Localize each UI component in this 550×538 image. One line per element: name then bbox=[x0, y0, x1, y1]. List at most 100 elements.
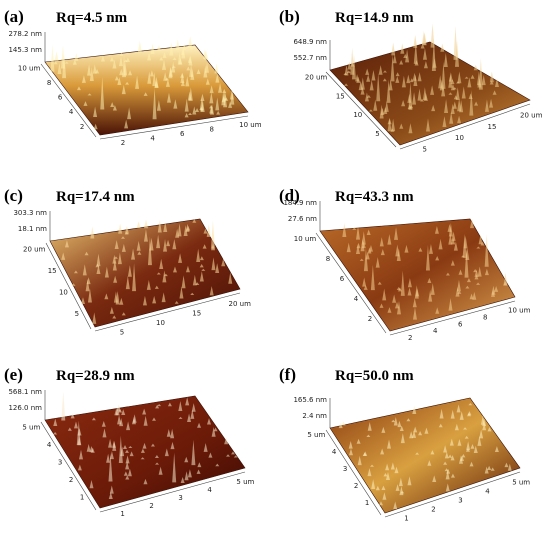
surface-feature bbox=[473, 64, 478, 71]
surface-feature bbox=[487, 427, 492, 432]
surface-feature bbox=[457, 98, 462, 112]
surface-feature bbox=[184, 471, 189, 481]
surface-feature bbox=[140, 457, 145, 460]
surface-feature bbox=[478, 234, 483, 245]
surface-feature bbox=[177, 51, 182, 65]
surface-feature bbox=[163, 239, 168, 252]
axis-tick-label: 8 bbox=[483, 314, 487, 322]
surface-feature bbox=[399, 425, 404, 431]
surface-feature bbox=[461, 454, 466, 458]
axis-line bbox=[99, 471, 246, 513]
surface-feature bbox=[228, 101, 233, 108]
surface-feature bbox=[228, 272, 233, 284]
surface-feature bbox=[81, 297, 86, 304]
surface-feature bbox=[391, 118, 396, 132]
surface-feature bbox=[117, 414, 122, 425]
surface-feature bbox=[408, 82, 413, 110]
surface-feature bbox=[211, 243, 216, 251]
surface-feature bbox=[125, 275, 130, 290]
surface-feature bbox=[171, 61, 176, 73]
surface-feature bbox=[379, 303, 384, 308]
axis-tick-label: 10 um bbox=[18, 64, 41, 72]
surface-feature bbox=[449, 111, 454, 124]
surface-feature bbox=[477, 435, 482, 446]
surface-feature bbox=[503, 281, 508, 286]
surface-feature bbox=[146, 280, 151, 290]
surface-feature bbox=[366, 434, 371, 437]
surface-feature bbox=[50, 44, 55, 72]
surface-feature bbox=[422, 47, 427, 60]
surface-feature bbox=[393, 501, 398, 510]
panel-label: (e) bbox=[4, 365, 23, 384]
surface-feature bbox=[102, 428, 107, 438]
surface-feature bbox=[399, 60, 404, 65]
surface-feature bbox=[385, 471, 390, 481]
surface-feature bbox=[184, 113, 189, 118]
surface-feature bbox=[479, 429, 484, 439]
surface-feature bbox=[379, 104, 384, 119]
surface-feature bbox=[77, 428, 82, 436]
surface-feature bbox=[197, 462, 202, 468]
surface-feature bbox=[196, 248, 201, 262]
surface-feature bbox=[170, 428, 175, 439]
axis-tick-label: 2 bbox=[80, 123, 84, 131]
surface-feature bbox=[379, 237, 384, 247]
surface-feature bbox=[381, 485, 386, 491]
surface-feature bbox=[84, 251, 89, 256]
axis-tick-label: 1 bbox=[404, 515, 408, 523]
axis-tick-label: 10 um bbox=[294, 235, 317, 243]
surface-feature bbox=[71, 283, 76, 286]
surface-feature bbox=[448, 297, 453, 311]
surface-feature bbox=[376, 73, 381, 102]
surface-feature bbox=[492, 90, 497, 95]
axis-tick-label: 1 bbox=[80, 494, 84, 502]
surface-feature bbox=[86, 443, 91, 452]
surface-feature bbox=[463, 427, 468, 430]
surface-feature bbox=[390, 54, 395, 82]
panel-label: (d) bbox=[279, 186, 300, 205]
surface-feature bbox=[132, 263, 137, 292]
surface-feature bbox=[450, 473, 455, 478]
surface-feature bbox=[162, 270, 167, 283]
surface-feature bbox=[422, 32, 427, 46]
surface-feature bbox=[466, 441, 471, 451]
surface-feature bbox=[435, 307, 440, 314]
surface-feature bbox=[209, 85, 214, 94]
surface-feature bbox=[351, 54, 356, 80]
surface-feature bbox=[387, 439, 392, 449]
surface-feature bbox=[166, 239, 171, 247]
surface-feature bbox=[412, 307, 417, 320]
surface-feature bbox=[203, 442, 208, 452]
surface-feature bbox=[73, 270, 78, 274]
surface-feature bbox=[378, 65, 383, 75]
surface-feature bbox=[464, 246, 469, 278]
surface-feature bbox=[356, 438, 361, 444]
surface-feature bbox=[396, 247, 401, 262]
surface-feature bbox=[221, 258, 226, 267]
surface-feature bbox=[190, 68, 195, 80]
surface-feature bbox=[484, 268, 489, 276]
surface-feature bbox=[463, 235, 468, 249]
surface-feature bbox=[122, 55, 127, 78]
surface-feature bbox=[152, 87, 157, 120]
surface-feature bbox=[143, 228, 148, 242]
surface-feature bbox=[412, 92, 417, 105]
surface-feature bbox=[78, 449, 83, 460]
surface-feature bbox=[380, 249, 385, 256]
surface-feature bbox=[395, 76, 400, 83]
surface-feature bbox=[470, 74, 475, 79]
surface-feature bbox=[417, 88, 422, 101]
surface-feature bbox=[172, 57, 177, 61]
surface-feature bbox=[121, 409, 126, 416]
surface-feature bbox=[360, 86, 365, 95]
surface-feature bbox=[192, 106, 197, 115]
surface-feature bbox=[152, 417, 157, 421]
surface-feature bbox=[450, 455, 455, 461]
surface-feature bbox=[53, 61, 58, 65]
surface-feature bbox=[366, 229, 371, 235]
surface-feature bbox=[64, 61, 69, 64]
surface-feature bbox=[489, 98, 494, 108]
surface-feature bbox=[92, 312, 97, 324]
surface-feature bbox=[126, 421, 131, 431]
